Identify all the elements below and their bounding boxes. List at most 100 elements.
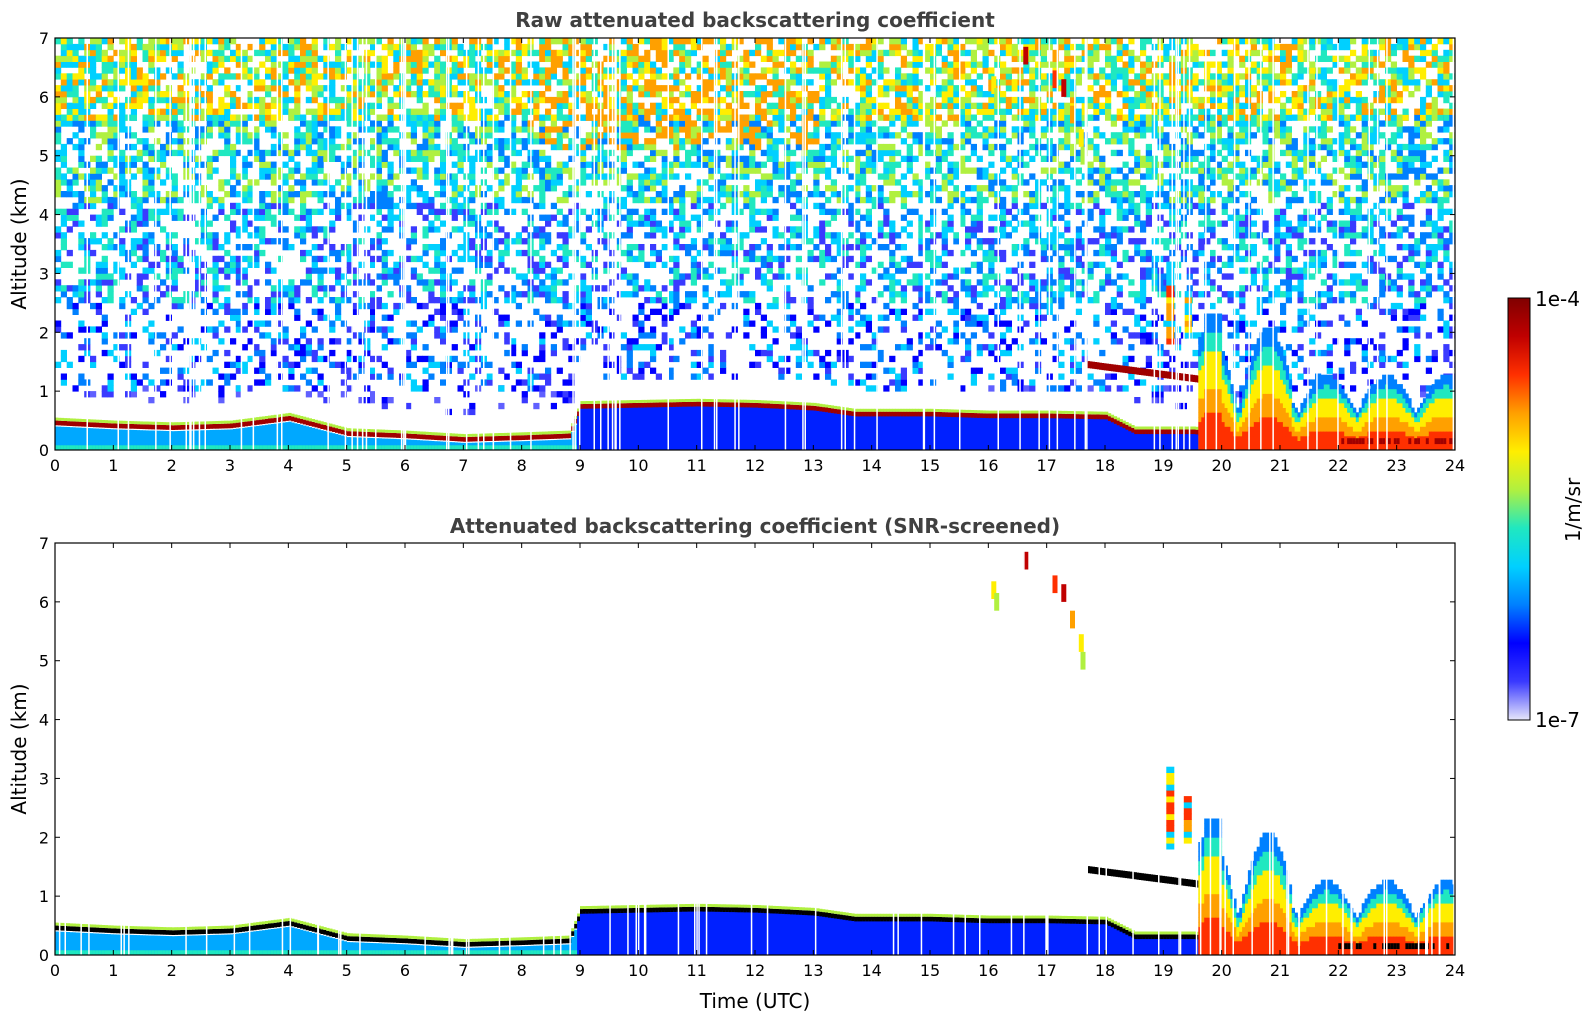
noise-cell — [574, 49, 581, 57]
noise-cell — [171, 149, 178, 157]
noise-cell — [195, 273, 202, 280]
noise-cell — [200, 220, 207, 227]
noise-cell — [200, 55, 207, 62]
noise-cell — [381, 326, 388, 333]
noise-cell — [323, 85, 330, 92]
noise-cell — [107, 208, 114, 215]
noise-cell — [165, 273, 172, 280]
noise-cell — [795, 143, 802, 151]
noise-cell — [241, 367, 248, 374]
noise-cell — [696, 314, 703, 321]
noise-cell — [130, 220, 137, 227]
noise-cell — [346, 326, 353, 333]
noise-cell — [107, 149, 114, 157]
noise-cell — [661, 126, 668, 133]
noise-cell — [696, 138, 703, 145]
noise-cell — [725, 85, 732, 92]
noise-cell — [539, 285, 546, 292]
noise-cell — [434, 361, 441, 368]
noise-cell — [142, 326, 149, 333]
noise-cell — [556, 244, 563, 251]
noise-cell — [177, 120, 184, 127]
noise-cell — [422, 43, 429, 51]
noise-cell — [90, 85, 97, 92]
noise-cell — [323, 114, 330, 121]
noise-cell — [510, 85, 517, 92]
noise-cell — [323, 55, 330, 62]
noise-cell — [381, 155, 388, 162]
noise-cell — [101, 120, 108, 127]
noise-cell — [235, 291, 242, 298]
noise-cell — [171, 196, 178, 204]
noise-cell — [702, 61, 709, 68]
noise-cell — [702, 367, 709, 374]
noise-cell — [603, 91, 610, 98]
noise-cell — [568, 355, 575, 363]
noise-cell — [352, 91, 359, 98]
noise-cell — [136, 279, 143, 286]
noise-cell — [539, 43, 546, 51]
noise-cell — [661, 232, 668, 239]
noise-cell — [650, 249, 657, 257]
noise-cell — [737, 238, 744, 245]
noise-cell — [690, 244, 697, 251]
noise-cell — [790, 202, 797, 210]
noise-cell — [871, 55, 878, 62]
noise-cell — [247, 255, 254, 263]
noise-cell — [90, 202, 97, 210]
noise-cell — [428, 85, 435, 92]
noise-cell — [860, 314, 867, 321]
noise-cell — [259, 232, 266, 239]
noise-cell — [737, 38, 744, 45]
noise-cell — [282, 179, 289, 186]
noise-cell — [253, 255, 260, 263]
noise-cell — [200, 261, 207, 268]
noise-cell — [457, 155, 464, 162]
noise-cell — [626, 126, 633, 133]
noise-cell — [836, 61, 843, 68]
noise-cell — [550, 349, 557, 357]
noise-cell — [270, 96, 277, 104]
noise-cell — [580, 91, 587, 98]
noise-cell — [877, 244, 884, 251]
noise-cell — [329, 349, 336, 357]
noise-cell — [778, 85, 785, 92]
noise-cell — [387, 367, 394, 374]
noise-cell — [673, 273, 680, 280]
noise-cell — [72, 96, 79, 104]
noise-cell — [212, 167, 219, 174]
noise-cell — [784, 226, 791, 233]
noise-cell — [55, 67, 62, 74]
noise-cell — [352, 120, 359, 127]
noise-cell — [749, 297, 756, 304]
noise-cell — [311, 108, 318, 115]
noise-cell — [906, 279, 913, 286]
noise-cell — [428, 226, 435, 233]
noise-cell — [265, 332, 272, 339]
noise-cell — [498, 261, 505, 268]
noise-cell — [778, 96, 785, 104]
noise-cell — [340, 285, 347, 292]
noise-cell — [486, 379, 493, 386]
noise-cell — [416, 38, 423, 45]
noise-cell — [60, 120, 67, 127]
noise-cell — [690, 91, 697, 98]
noise-cell — [160, 96, 167, 104]
noise-cell — [568, 208, 575, 215]
noise-cell — [877, 143, 884, 151]
noise-cell — [317, 114, 324, 121]
noise-cell — [807, 114, 814, 121]
noise-cell — [469, 344, 476, 351]
noise-cell — [434, 261, 441, 268]
noise-cell — [737, 155, 744, 162]
noise-cell — [130, 55, 137, 62]
noise-cell — [253, 308, 260, 315]
noise-cell — [830, 38, 837, 45]
noise-cell — [912, 61, 919, 68]
noise-cell — [708, 120, 715, 127]
noise-cell — [778, 355, 785, 363]
noise-cell — [661, 61, 668, 68]
noise-cell — [877, 185, 884, 192]
noise-cell — [387, 196, 394, 204]
noise-cell — [895, 279, 902, 286]
